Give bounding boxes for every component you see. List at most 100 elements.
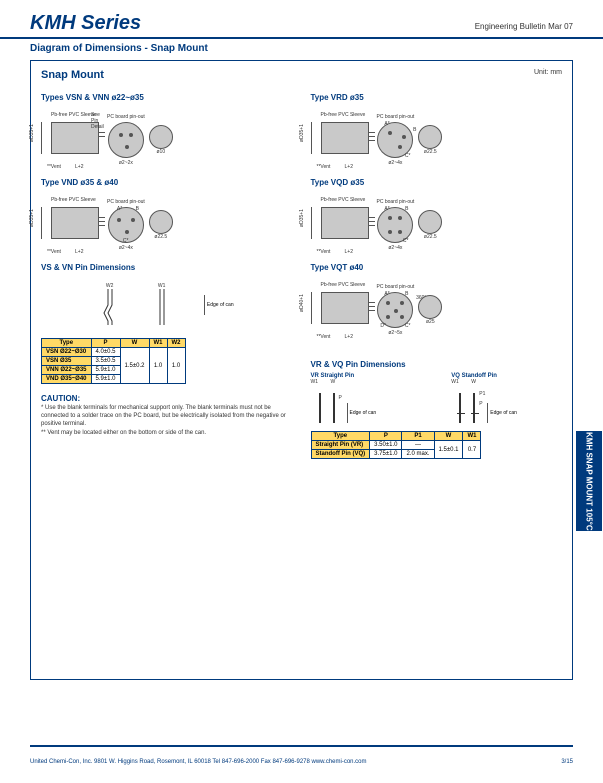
- vr-straight-title: VR Straight Pin: [311, 373, 422, 379]
- l-label: L+2: [75, 249, 83, 255]
- pvc-label: Pb-free PVC Sleeve: [321, 112, 366, 118]
- th-w2: W2: [167, 339, 185, 348]
- phi-label: ø2~4x: [388, 160, 402, 166]
- pvc-label: Pb-free PVC Sleeve: [51, 112, 96, 118]
- vq-standoff-title: VQ Standoff Pin: [451, 373, 562, 379]
- th-w1: W1: [463, 432, 481, 441]
- pinout-circle: A* B C*: [377, 207, 413, 243]
- phi-label: ø2~2x: [119, 160, 133, 166]
- th-type: Type: [42, 339, 92, 348]
- pin-diagram-vs: W2 W1 Edge of can: [41, 280, 293, 330]
- pinout-small: [149, 125, 173, 149]
- th-w1: W1: [149, 339, 167, 348]
- page-number: 3/15: [561, 759, 573, 765]
- pinout-small: [418, 295, 442, 319]
- pinout-small: [418, 125, 442, 149]
- pc-label: PC board pin-out: [107, 114, 145, 120]
- vent-label: **Vent: [47, 249, 61, 255]
- section-vqt: Type VQT ø40: [311, 263, 563, 272]
- unit-label: Unit: mm: [534, 69, 562, 76]
- section-vnd: Type VND ø35 & ø40: [41, 178, 293, 187]
- footer-company: United Chemi-Con, Inc. 9801 W. Higgins R…: [30, 759, 367, 765]
- edge-label: Edge of can: [204, 295, 234, 315]
- d-label: øD35+1: [298, 124, 304, 142]
- edge: Edge of can: [347, 403, 377, 423]
- cell: —: [402, 441, 434, 450]
- cell: 3.75±1.0: [370, 450, 402, 459]
- series-title: KMH Series: [30, 12, 141, 35]
- pc-label: PC board pin-out: [377, 199, 415, 205]
- cell: VSN Ø35: [42, 357, 92, 366]
- d-label: øD35+1: [29, 209, 35, 227]
- section-vr-vq-pin: VR & VQ Pin Dimensions: [311, 360, 563, 369]
- phi-label: ø2~4x: [388, 245, 402, 251]
- cell: VND Ø35~Ø40: [42, 375, 92, 384]
- l-label: L+2: [345, 164, 353, 170]
- cell: 1.0: [167, 348, 185, 384]
- phi-label: ø22.5: [424, 234, 437, 240]
- d-label: øD40+1: [298, 294, 304, 312]
- l-label: L+2: [75, 164, 83, 170]
- phi-label: ø2~4x: [119, 245, 133, 251]
- phi-label: ø22.5: [424, 149, 437, 155]
- phi-label: ø2~5x: [388, 330, 402, 336]
- vent-label: **Vent: [317, 164, 331, 170]
- section-vqd: Type VQD ø35: [311, 178, 563, 187]
- vent-label: **Vent: [317, 249, 331, 255]
- content-box: Snap Mount Unit: mm Types VSN & VNN ø22~…: [30, 60, 573, 680]
- caution-text-2: ** Vent may be located either on the bot…: [41, 430, 293, 438]
- vent-label: **Vent: [317, 334, 331, 340]
- page-subtitle: Diagram of Dimensions - Snap Mount: [0, 39, 603, 60]
- cell: Straight Pin (VR): [311, 441, 370, 450]
- phi10-label: ø10: [157, 149, 166, 155]
- cell: VSN Ø22~Ø30: [42, 348, 92, 357]
- box-title: Snap Mount: [41, 69, 562, 81]
- th-w: W: [434, 432, 463, 441]
- pinout-circle: A* B C*: [108, 207, 144, 243]
- columns: Types VSN & VNN ø22~ø35 Pb-free PVC Slee…: [41, 89, 562, 459]
- th-p: P: [370, 432, 402, 441]
- cell: 5.9±1.0: [91, 366, 120, 375]
- pvc-label: Pb-free PVC Sleeve: [321, 197, 366, 203]
- left-column: Types VSN & VNN ø22~ø35 Pb-free PVC Slee…: [41, 89, 293, 459]
- pin-detail-label: See Pin Detail: [91, 112, 104, 130]
- th-p1: P1: [402, 432, 434, 441]
- footer: United Chemi-Con, Inc. 9801 W. Higgins R…: [30, 759, 573, 765]
- d-label: øD35+1: [29, 124, 35, 142]
- cell: 1.5±0.1: [434, 441, 463, 459]
- th-w: W: [120, 339, 149, 348]
- page-header: KMH Series Engineering Bulletin Mar 07: [0, 0, 603, 39]
- pinout-circle: A* B C* 50°: [377, 122, 413, 158]
- pvc-label: Pb-free PVC Sleeve: [321, 282, 366, 288]
- pc-label: PC board pin-out: [377, 114, 415, 120]
- d-label: øD35+1: [298, 209, 304, 227]
- section-vsn-vnn: Types VSN & VNN ø22~ø35: [41, 93, 293, 102]
- l-label: L+2: [345, 334, 353, 340]
- pin-table-2: Type P P1 W W1 Straight Pin (VR) 3.50±1.…: [311, 431, 482, 459]
- pinout-small: [418, 210, 442, 234]
- phi-label: ø22.5: [154, 234, 167, 240]
- caution-title: CAUTION:: [41, 394, 293, 403]
- cell: VNN Ø22~Ø35: [42, 366, 92, 375]
- section-vrd: Type VRD ø35: [311, 93, 563, 102]
- phi-label: ø25: [426, 319, 435, 325]
- diagram-vsn: Pb-free PVC Sleeve øD35+1 See Pin Detail…: [41, 106, 293, 174]
- l-label: L+2: [345, 249, 353, 255]
- th-p: P: [91, 339, 120, 348]
- cell: 1.0: [149, 348, 167, 384]
- pinout-circle: [108, 122, 144, 158]
- vr-pin-row: VR Straight Pin W1 W P Edge of can VQ St…: [311, 373, 563, 423]
- cell: Standoff Pin (VQ): [311, 450, 370, 459]
- pinout-circle: A* B C* D* 360°: [377, 292, 413, 328]
- right-column: Type VRD ø35 Pb-free PVC Sleeve øD35+1 *…: [311, 89, 563, 459]
- cell: 4.0±0.5: [91, 348, 120, 357]
- diagram-vqt: Pb-free PVC Sleeve øD40+1 **Vent L+2 PC …: [311, 276, 563, 344]
- edge: Edge of can: [487, 403, 517, 423]
- cell: 2.0 max.: [402, 450, 434, 459]
- pvc-label: Pb-free PVC Sleeve: [51, 197, 96, 203]
- diagram-vrd: Pb-free PVC Sleeve øD35+1 **Vent L+2 PC …: [311, 106, 563, 174]
- cell: 3.50±1.0: [370, 441, 402, 450]
- pin-table-1: Type P W W1 W2 VSN Ø22~Ø30 4.0±0.5 1.5±0…: [41, 338, 186, 384]
- cell: 5.9±1.0: [91, 375, 120, 384]
- bulletin-date: Engineering Bulletin Mar 07: [475, 22, 573, 31]
